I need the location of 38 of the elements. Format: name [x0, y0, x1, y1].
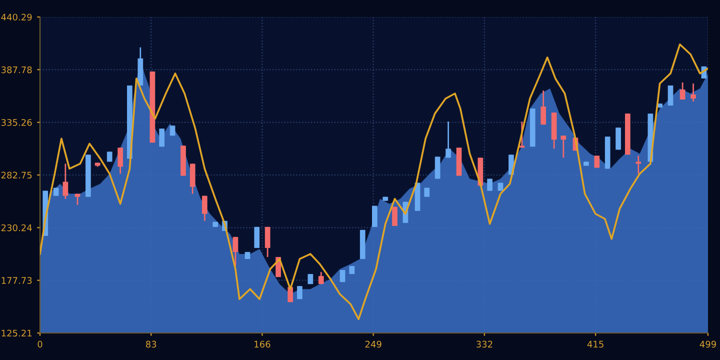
candlestick: [487, 178, 492, 192]
y-tick-label: 387.78: [1, 66, 32, 74]
candlestick: [118, 146, 123, 174]
candlestick: [690, 82, 696, 102]
y-tick-label: 282.75: [1, 172, 32, 179]
y-tick-label: 230.24: [1, 224, 32, 232]
candlestick: [159, 128, 164, 148]
candlestick: [340, 269, 346, 283]
x-tick-label: 249: [365, 340, 382, 348]
x-tick-label: 499: [700, 340, 716, 348]
candlestick: [202, 195, 208, 222]
candlestick: [318, 271, 324, 285]
x-tick-label: 83: [146, 340, 156, 348]
candlestick: [446, 120, 451, 158]
candlestick: [636, 155, 642, 174]
candlestick: [540, 90, 546, 126]
y-tick-label: 335.26: [1, 119, 32, 126]
x-tick-label: 166: [254, 340, 270, 348]
x-tick-label: 332: [476, 340, 492, 348]
candlestick: [297, 285, 302, 300]
candlestick: [560, 134, 566, 158]
candlestick: [616, 126, 621, 150]
y-tick-label: 125.21: [2, 330, 32, 337]
candlestick: [232, 236, 238, 267]
y-tick-label: 177.73: [2, 277, 32, 284]
candlestick: [264, 226, 270, 258]
candlestick: [680, 82, 686, 100]
candlestick: [434, 156, 440, 180]
candlestick: [519, 120, 525, 148]
candlestick: [392, 206, 398, 227]
candlestick: [594, 155, 600, 168]
candlestick: [372, 205, 378, 228]
x-tick-label: 415: [587, 340, 604, 348]
candlestick: [62, 163, 68, 200]
candlestick: [190, 163, 196, 194]
x-tick-label: 0: [38, 340, 42, 348]
y-tick-label: 440.29: [1, 14, 32, 21]
candlestick: [254, 226, 260, 249]
